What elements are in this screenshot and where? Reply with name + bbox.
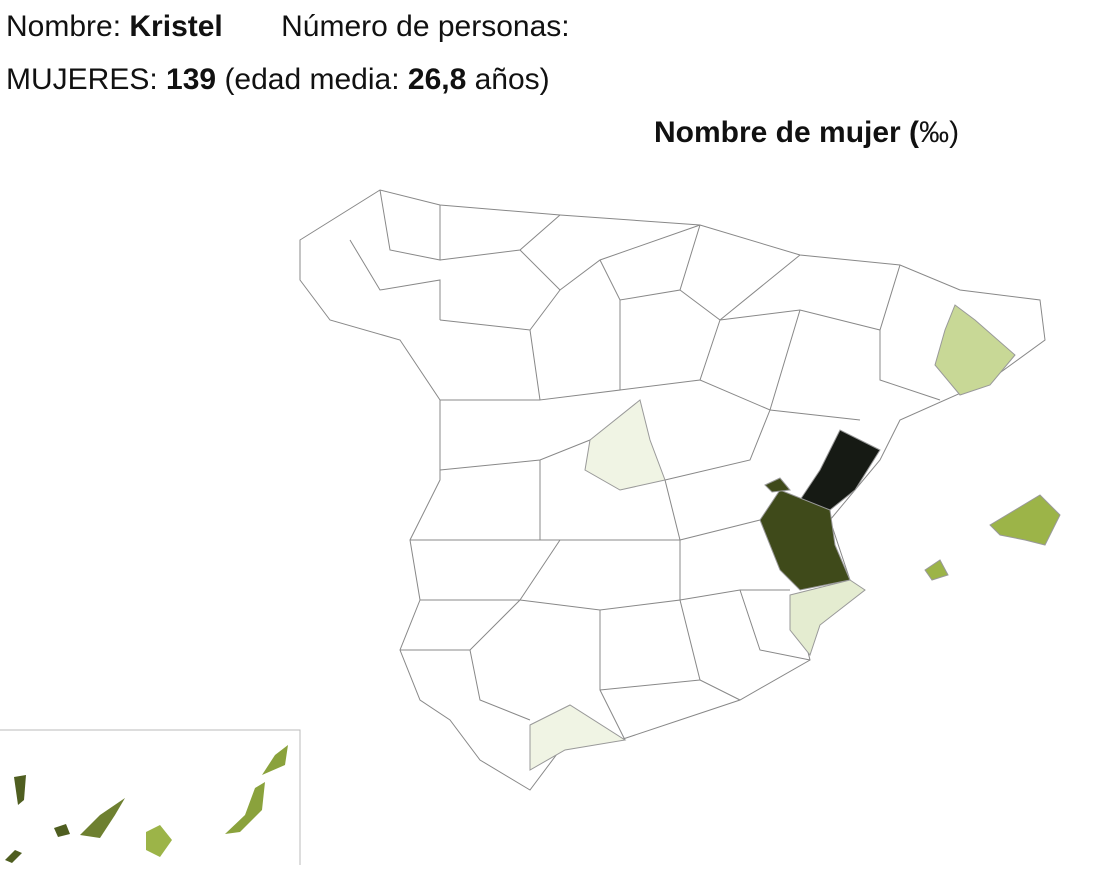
province-barcelona xyxy=(934,304,1016,396)
name-line: Nombre: Kristel Número de personas: xyxy=(6,10,570,44)
canarias-frame xyxy=(0,729,301,865)
island-ibiza xyxy=(924,559,949,581)
name-value: Kristel xyxy=(129,10,223,43)
map-title-unit: ‰) xyxy=(919,116,960,149)
island-el-hierro xyxy=(5,850,22,863)
island-fuerteventura xyxy=(225,782,265,834)
mainland-outline xyxy=(299,189,1046,791)
map-title-bold: Nombre de mujer ( xyxy=(654,116,920,149)
province-valencia xyxy=(759,489,851,591)
island-gran-canaria xyxy=(146,825,172,857)
province-alicante xyxy=(789,579,866,657)
count-label: Número de personas: xyxy=(281,10,570,43)
island-lanzarote xyxy=(262,745,288,775)
province-castellon xyxy=(799,429,881,511)
age-open: (edad media: xyxy=(224,63,400,96)
island-tenerife xyxy=(80,798,125,838)
island-la-gomera xyxy=(54,824,70,837)
province-borders xyxy=(349,189,941,741)
province-madrid xyxy=(584,399,666,491)
province-rincon xyxy=(764,477,791,493)
age-close: años) xyxy=(474,63,550,96)
age-value: 26,8 xyxy=(407,63,467,96)
island-la-palma xyxy=(14,775,26,805)
island-mallorca xyxy=(989,494,1061,546)
women-label: MUJERES: xyxy=(6,63,158,96)
province-malaga xyxy=(529,704,627,771)
map-title: Nombre de mujer (‰) xyxy=(654,116,959,150)
name-label: Nombre: xyxy=(6,10,122,43)
women-count: 139 xyxy=(166,63,217,96)
women-line: MUJERES: 139 (edad media: 26,8 años) xyxy=(6,63,550,97)
